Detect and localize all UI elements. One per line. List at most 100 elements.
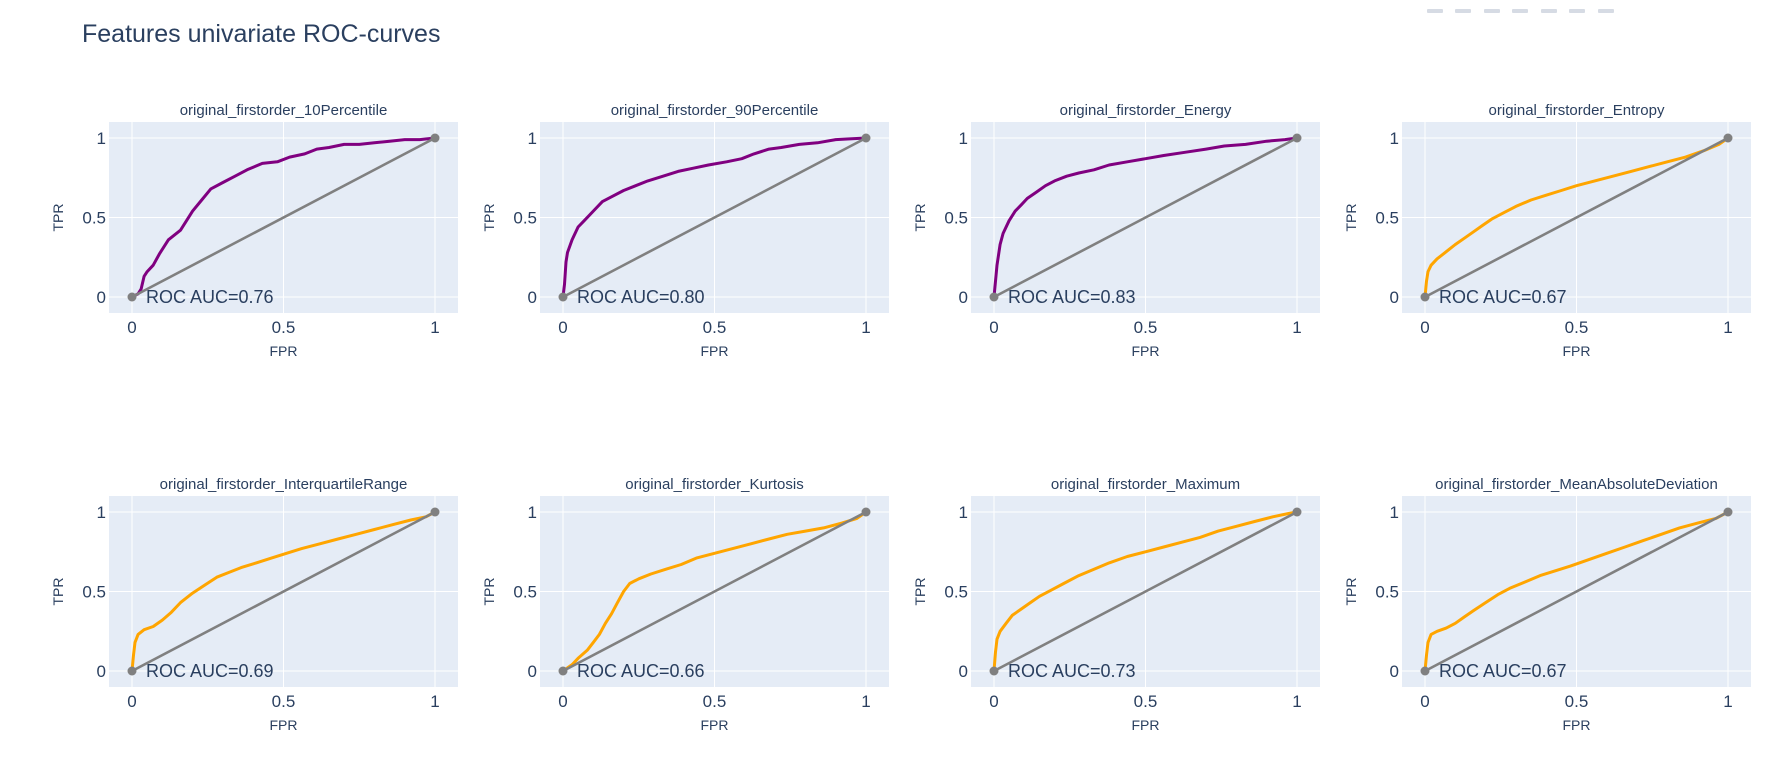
diagonal-reference-line xyxy=(992,510,1299,673)
y-axis-title: TPR xyxy=(912,578,928,606)
zoom-out-icon[interactable] xyxy=(1540,9,1557,13)
camera-icon[interactable] xyxy=(1427,9,1443,13)
roc-subplot: original_firstorder_10Percentile 0 0.5 1 0 0.… xyxy=(50,102,458,359)
roc-curve-line xyxy=(130,510,437,673)
y-axis-title: TPR xyxy=(912,204,928,232)
y-axis-title: TPR xyxy=(50,204,66,232)
y-tick-label: 0 xyxy=(1390,288,1399,307)
x-tick-label: 1 xyxy=(1723,318,1732,337)
y-tick-label: 0 xyxy=(959,288,968,307)
x-axis-title: FPR xyxy=(1563,343,1591,359)
x-tick-label: 1 xyxy=(1292,692,1301,711)
start-point-marker xyxy=(127,292,137,302)
x-axis-title: FPR xyxy=(701,717,729,733)
y-tick-label: 0 xyxy=(528,288,537,307)
end-point-marker xyxy=(1292,507,1302,517)
end-point-marker xyxy=(1723,133,1733,143)
subplot-title: original_firstorder_90Percentile xyxy=(611,102,819,119)
x-tick-label: 0 xyxy=(558,692,567,711)
x-tick-label: 0.5 xyxy=(703,692,727,711)
y-axis-title: TPR xyxy=(1343,578,1359,606)
start-point-marker xyxy=(558,666,568,676)
end-point-marker xyxy=(430,133,440,143)
y-tick-label: 0 xyxy=(97,288,106,307)
autoscale-icon[interactable] xyxy=(1569,9,1586,13)
diagonal-reference-line xyxy=(992,136,1299,299)
plot-toolbar[interactable] xyxy=(1427,0,1677,13)
y-tick-label: 0.5 xyxy=(82,583,106,602)
roc-subplot: original_firstorder_90Percentile 0 0.5 1 0 0.… xyxy=(481,102,889,359)
start-point-marker xyxy=(1420,666,1430,676)
subplot-title: original_firstorder_Maximum xyxy=(1051,476,1240,493)
x-tick-label: 0.5 xyxy=(1134,318,1158,337)
subplot-title: original_firstorder_10Percentile xyxy=(180,102,388,119)
x-tick-label: 0.5 xyxy=(1134,692,1158,711)
roc-curve-line xyxy=(561,136,868,299)
roc-subplot: original_firstorder_Entropy 0 0.5 1 0 0.5 1 FPR… xyxy=(1343,102,1751,359)
start-point-marker xyxy=(989,666,999,676)
x-tick-label: 0.5 xyxy=(1565,692,1589,711)
diagonal-reference-line xyxy=(1423,510,1730,673)
y-tick-label: 0 xyxy=(1390,662,1399,681)
end-point-marker xyxy=(1292,133,1302,143)
roc-subplot: original_firstorder_MeanAbsoluteDeviatio… xyxy=(1343,476,1751,733)
roc-subplot: original_firstorder_Kurtosis 0 0.5 1 0 0.5 1 FP… xyxy=(481,476,889,733)
page-title: Features univariate ROC-curves xyxy=(82,20,441,48)
x-axis-title: FPR xyxy=(270,717,298,733)
subplot-title: original_firstorder_InterquartileRange xyxy=(160,476,408,493)
y-axis-title: TPR xyxy=(481,578,497,606)
start-point-marker xyxy=(989,292,999,302)
diagonal-reference-line xyxy=(130,136,437,299)
x-tick-label: 0.5 xyxy=(272,692,296,711)
x-tick-label: 1 xyxy=(1292,318,1301,337)
y-tick-label: 0.5 xyxy=(513,209,537,228)
x-tick-label: 1 xyxy=(861,318,870,337)
y-axis-title: TPR xyxy=(481,204,497,232)
y-tick-label: 0.5 xyxy=(944,583,968,602)
auc-annotation: ROC AUC=0.67 xyxy=(1439,661,1567,681)
y-tick-label: 0 xyxy=(959,662,968,681)
subplot-title: original_firstorder_Entropy xyxy=(1489,102,1665,119)
diagonal-reference-line xyxy=(1423,136,1730,299)
y-tick-label: 1 xyxy=(959,503,968,522)
y-tick-label: 0 xyxy=(97,662,106,681)
y-tick-label: 1 xyxy=(97,503,106,522)
auc-annotation: ROC AUC=0.73 xyxy=(1008,661,1136,681)
auc-annotation: ROC AUC=0.80 xyxy=(577,287,705,307)
y-tick-label: 0 xyxy=(528,662,537,681)
y-tick-label: 0.5 xyxy=(82,209,106,228)
start-point-marker xyxy=(1420,292,1430,302)
end-point-marker xyxy=(861,507,871,517)
reset-axes-icon[interactable] xyxy=(1597,9,1614,13)
subplot-title: original_firstorder_Energy xyxy=(1060,102,1232,119)
y-tick-label: 0.5 xyxy=(1375,583,1399,602)
pan-icon[interactable] xyxy=(1483,9,1500,13)
auc-annotation: ROC AUC=0.66 xyxy=(577,661,705,681)
zoom-in-icon[interactable] xyxy=(1512,9,1529,13)
roc-curve-line xyxy=(1423,136,1730,299)
diagonal-reference-line xyxy=(130,510,437,673)
subplot-title: original_firstorder_MeanAbsoluteDeviatio… xyxy=(1435,476,1718,493)
x-tick-label: 0 xyxy=(127,692,136,711)
x-tick-label: 1 xyxy=(1723,692,1732,711)
auc-annotation: ROC AUC=0.69 xyxy=(146,661,274,681)
x-tick-label: 0 xyxy=(558,318,567,337)
x-tick-label: 0.5 xyxy=(703,318,727,337)
y-tick-label: 1 xyxy=(528,503,537,522)
x-axis-title: FPR xyxy=(1132,343,1160,359)
x-axis-title: FPR xyxy=(1132,717,1160,733)
auc-annotation: ROC AUC=0.83 xyxy=(1008,287,1136,307)
x-tick-label: 1 xyxy=(861,692,870,711)
roc-curve-line xyxy=(1423,510,1730,673)
start-point-marker xyxy=(127,666,137,676)
roc-curve-line xyxy=(992,136,1299,299)
y-tick-label: 1 xyxy=(1390,129,1399,148)
roc-curve-line xyxy=(561,510,868,673)
y-tick-label: 0.5 xyxy=(944,209,968,228)
x-tick-label: 1 xyxy=(430,318,439,337)
roc-curve-line xyxy=(992,510,1299,673)
y-tick-label: 0.5 xyxy=(513,583,537,602)
y-tick-label: 1 xyxy=(528,129,537,148)
zoom-icon[interactable] xyxy=(1455,9,1472,13)
